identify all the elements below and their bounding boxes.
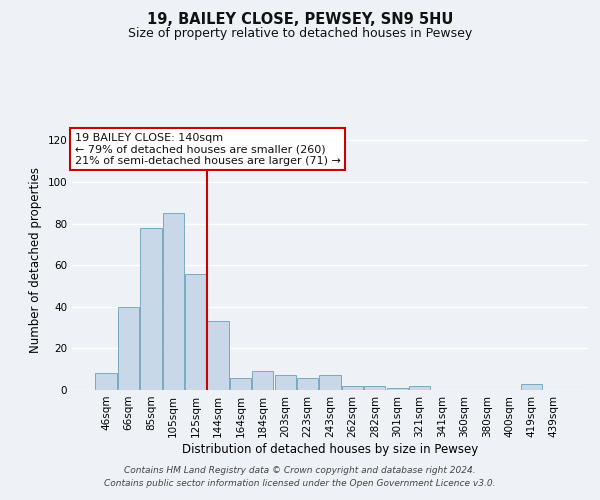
Bar: [521, 384, 542, 390]
Bar: [275, 376, 296, 390]
Bar: [252, 372, 274, 390]
X-axis label: Distribution of detached houses by size in Pewsey: Distribution of detached houses by size …: [182, 442, 478, 456]
Bar: [386, 388, 408, 390]
Text: Contains HM Land Registry data © Crown copyright and database right 2024.
Contai: Contains HM Land Registry data © Crown c…: [104, 466, 496, 487]
Bar: [140, 228, 161, 390]
Bar: [342, 386, 363, 390]
Bar: [409, 386, 430, 390]
Text: Size of property relative to detached houses in Pewsey: Size of property relative to detached ho…: [128, 28, 472, 40]
Bar: [208, 322, 229, 390]
Bar: [364, 386, 385, 390]
Y-axis label: Number of detached properties: Number of detached properties: [29, 167, 42, 353]
Bar: [118, 307, 139, 390]
Bar: [319, 376, 341, 390]
Bar: [185, 274, 206, 390]
Bar: [230, 378, 251, 390]
Text: 19 BAILEY CLOSE: 140sqm
← 79% of detached houses are smaller (260)
21% of semi-d: 19 BAILEY CLOSE: 140sqm ← 79% of detache…: [75, 133, 341, 166]
Bar: [163, 213, 184, 390]
Text: 19, BAILEY CLOSE, PEWSEY, SN9 5HU: 19, BAILEY CLOSE, PEWSEY, SN9 5HU: [147, 12, 453, 28]
Bar: [297, 378, 318, 390]
Bar: [95, 374, 117, 390]
